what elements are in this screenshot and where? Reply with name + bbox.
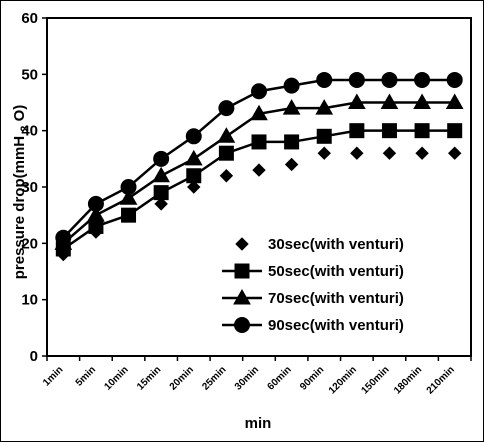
data-point-square	[218, 145, 234, 161]
data-point-square	[186, 168, 202, 184]
legend-marker-square	[234, 263, 250, 279]
plot-area	[46, 17, 472, 357]
data-point-triangle	[347, 93, 366, 109]
data-point-circle	[414, 71, 431, 88]
data-point-diamond	[415, 146, 429, 160]
x-axis-title: min	[245, 415, 272, 432]
x-tick-labels: 1min 5min 10min 15min 20min 25min 30min 60min 90…	[41, 356, 472, 396]
data-point-square	[414, 123, 430, 139]
data-point-circle	[153, 150, 170, 167]
x-tick-label: 20min	[168, 364, 196, 392]
x-tick-label: 60min	[266, 364, 294, 392]
x-tick-label: 90min	[298, 364, 326, 392]
y-axis-title: pressure drop(mmH 2 O)	[11, 105, 32, 280]
x-tick-label: 30min	[233, 364, 261, 392]
series-triangle	[54, 93, 464, 250]
data-point-triangle	[413, 93, 431, 109]
legend-marker-diamond	[235, 237, 249, 251]
data-point-square	[121, 207, 137, 223]
data-point-triangle	[217, 127, 236, 143]
data-point-square	[381, 123, 397, 139]
x-tick-label: 5min	[74, 364, 98, 388]
data-point-circle	[316, 71, 333, 88]
data-point-circle	[185, 128, 202, 145]
data-point-triangle	[119, 189, 138, 205]
legend-label: 50sec(with venturi)	[268, 263, 404, 280]
y-axis-title-subscript: 2	[19, 126, 31, 132]
data-point-triangle	[445, 93, 464, 109]
x-tick-label: 150min	[359, 364, 391, 396]
series-circle	[55, 71, 463, 246]
y-tick-label: 20	[21, 235, 38, 252]
data-point-square	[251, 134, 267, 150]
data-point-circle	[348, 71, 365, 88]
y-tick-label: 40	[21, 123, 38, 140]
legend-label: 30sec(with venturi)	[268, 236, 404, 253]
legend: 30sec(with venturi) 50sec(with venturi) 70…	[222, 236, 404, 334]
data-point-circle	[251, 83, 267, 100]
x-tick-label: 1min	[41, 364, 65, 388]
y-tick-label: 30	[21, 179, 38, 196]
data-point-diamond	[317, 146, 331, 160]
y-axis-title-end: O)	[11, 105, 28, 122]
data-point-diamond	[154, 197, 168, 211]
data-point-diamond	[187, 180, 201, 194]
data-point-circle	[446, 71, 463, 88]
y-tick-label: 50	[21, 66, 38, 83]
data-point-diamond	[447, 146, 462, 160]
data-point-circle	[381, 71, 398, 88]
series-layer	[54, 71, 464, 262]
plot-border	[46, 17, 472, 357]
data-point-square	[316, 128, 332, 144]
legend-item: 30sec(with venturi)	[235, 236, 404, 253]
data-point-square	[153, 185, 169, 201]
data-point-diamond	[252, 163, 266, 177]
legend-item: 50sec(with venturi)	[222, 263, 404, 280]
x-tick-label: 210min	[425, 364, 457, 396]
data-point-diamond	[219, 169, 234, 183]
data-point-circle	[120, 179, 137, 195]
data-point-triangle	[184, 149, 203, 166]
x-tick-label: 15min	[135, 364, 163, 392]
y-tick-label: 0	[30, 348, 38, 365]
x-tick-label: 120min	[327, 364, 359, 396]
x-tick-label: 25min	[200, 364, 228, 392]
y-axis-title-main: pressure drop(mmH	[11, 136, 28, 279]
data-point-circle	[87, 195, 104, 212]
y-tick-labels: 0 10 20 30 40 50 60	[21, 10, 47, 365]
data-point-triangle	[315, 99, 334, 115]
series-square	[55, 123, 463, 257]
legend-item: 70sec(with venturi)	[222, 288, 404, 307]
data-point-square	[284, 134, 300, 150]
data-point-circle	[283, 77, 300, 94]
data-point-triangle	[250, 104, 268, 121]
data-point-diamond	[382, 146, 397, 160]
y-tick-label: 60	[21, 10, 38, 27]
legend-marker-circle	[234, 317, 250, 333]
data-point-triangle	[87, 206, 105, 222]
data-point-diamond	[350, 146, 364, 160]
data-point-circle	[55, 229, 72, 246]
legend-marker-triangle	[233, 288, 251, 305]
data-point-triangle	[152, 166, 171, 183]
data-point-circle	[218, 100, 235, 117]
legend-label: 90sec(with venturi)	[268, 317, 404, 334]
x-tick-label: 180min	[392, 364, 424, 396]
data-point-diamond	[284, 157, 299, 172]
legend-label: 70sec(with venturi)	[268, 290, 404, 307]
y-tick-label: 10	[21, 292, 38, 309]
x-tick-label: 10min	[102, 364, 130, 392]
legend-item: 90sec(with venturi)	[222, 317, 404, 334]
data-point-square	[349, 123, 365, 139]
data-point-square	[447, 123, 463, 139]
data-point-triangle	[282, 99, 301, 115]
data-point-triangle	[380, 93, 399, 109]
